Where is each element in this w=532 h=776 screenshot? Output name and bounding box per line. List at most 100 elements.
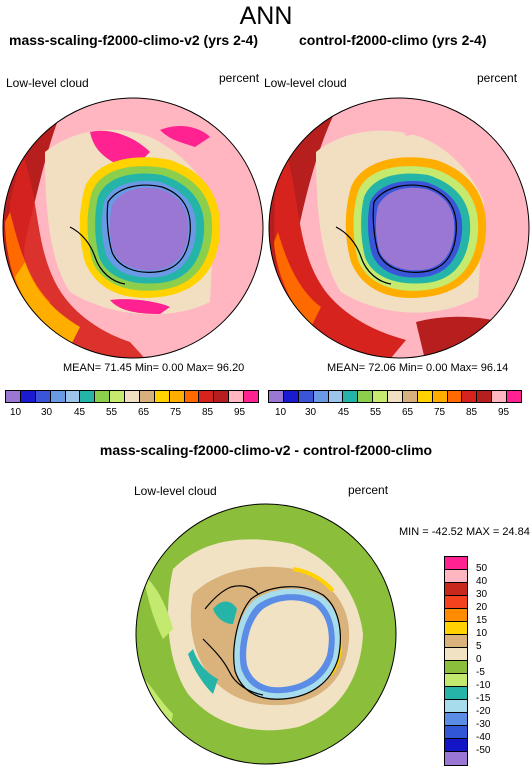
colorbar-tick-label: 30	[41, 407, 53, 418]
colorbar-tick-label: -30	[476, 719, 491, 730]
colorbar-swatch	[445, 713, 467, 726]
main-title: ANN	[239, 2, 293, 30]
colorbar-swatch	[445, 557, 467, 570]
colorbar-tick-label: 95	[234, 407, 246, 418]
colorbar-swatch	[199, 391, 215, 402]
colorbar-swatch	[445, 609, 467, 622]
colorbar-swatch	[445, 596, 467, 609]
colorbar-swatch	[445, 648, 467, 661]
colorbar-swatch	[229, 391, 244, 402]
polar-map-difference	[135, 503, 397, 765]
colorbar-swatch	[445, 739, 467, 752]
colorbar-tick-label: 45	[74, 407, 86, 418]
colorbar-tick-label: 10	[476, 628, 488, 639]
colorbar-swatch	[373, 391, 388, 402]
colorbar-swatch	[80, 391, 96, 402]
colorbar-swatch	[445, 726, 467, 739]
colorbar-tick-label: 10	[10, 407, 22, 418]
colorbar-tick-label: 95	[498, 407, 510, 418]
colorbar-swatch	[358, 391, 374, 402]
colorbar-swatch	[95, 391, 111, 402]
colorbar-swatch	[445, 661, 467, 674]
colorbar-tick-label: 0	[476, 654, 482, 665]
colorbar-swatch	[35, 391, 51, 402]
panel-variable-control: Low-level cloud	[264, 76, 347, 90]
colorbar-tick-label: 75	[170, 407, 182, 418]
colorbar-swatch	[432, 391, 448, 402]
colorbar-difference	[444, 556, 468, 766]
colorbar-swatch	[125, 391, 140, 402]
colorbar-swatch	[417, 391, 433, 402]
panel-stats-control: MEAN= 72.06 Min= 0.00 Max= 96.14	[327, 362, 509, 374]
colorbar-tick-label: 45	[338, 407, 350, 418]
colorbar-control	[268, 390, 522, 403]
colorbar-tick-label: 30	[305, 407, 317, 418]
colorbar-tick-label: 85	[202, 407, 214, 418]
colorbar-swatch	[492, 391, 507, 402]
colorbar-tick-label: 55	[370, 407, 382, 418]
colorbar-swatch	[244, 391, 258, 402]
colorbar-swatch	[214, 391, 230, 402]
colorbar-swatch	[388, 391, 403, 402]
colorbar-swatch	[445, 635, 467, 648]
colorbar-swatch	[477, 391, 493, 402]
colorbar-swatch	[447, 391, 463, 402]
colorbar-swatch	[283, 391, 299, 402]
colorbar-tick-labels: 10 30 45 55 65 75 85 95 10 30 45 55 65 75 85 95	[0, 407, 532, 421]
colorbar-tick-label: 55	[106, 407, 118, 418]
colorbar-swatch	[110, 391, 125, 402]
colorbar-swatch	[507, 391, 521, 402]
colorbar-model	[5, 390, 259, 403]
diff-title: mass-scaling-f2000-climo-v2 - control-f2…	[99, 442, 433, 458]
colorbar-tick-label: -40	[476, 732, 491, 743]
diff-units: percent	[348, 483, 389, 497]
panel-title-model: mass-scaling-f2000-climo-v2 (yrs 2-4)	[9, 32, 258, 48]
colorbar-swatch	[462, 391, 478, 402]
colorbar-swatch	[169, 391, 185, 402]
colorbar-swatch	[445, 687, 467, 700]
colorbar-swatch	[298, 391, 314, 402]
colorbar-tick-label: -50	[476, 745, 491, 756]
colorbar-swatch	[20, 391, 36, 402]
colorbar-tick-label: -20	[476, 706, 491, 717]
colorbar-tick-label: 20	[476, 602, 488, 613]
colorbar-swatch	[445, 570, 467, 583]
colorbar-difference-labels: 50 40 30 20 15 10 5 0 -5 -10 -15 -20 -30 -40 -50	[472, 556, 522, 776]
colorbar-tick-label: 10	[275, 407, 287, 418]
colorbar-tick-label: 65	[402, 407, 414, 418]
colorbar-tick-label: 85	[466, 407, 478, 418]
colorbar-tick-label: 65	[138, 407, 150, 418]
colorbar-tick-label: 50	[476, 563, 488, 574]
colorbar-swatch	[184, 391, 200, 402]
colorbar-swatch	[445, 752, 467, 765]
colorbar-swatch	[6, 391, 21, 402]
panel-variable-model: Low-level cloud	[6, 76, 89, 90]
diff-variable: Low-level cloud	[134, 484, 217, 498]
colorbar-swatch	[445, 622, 467, 635]
colorbar-swatch	[313, 391, 329, 402]
colorbar-swatch	[139, 391, 155, 402]
colorbar-swatch	[445, 674, 467, 687]
panel-units-model: percent	[219, 71, 260, 85]
colorbar-swatch	[402, 391, 418, 402]
colorbar-tick-label: 15	[476, 615, 488, 626]
colorbar-tick-label: 5	[476, 641, 482, 652]
colorbar-swatch	[65, 391, 81, 402]
colorbar-tick-label: 40	[476, 576, 488, 587]
colorbar-tick-label: -5	[476, 667, 485, 678]
colorbar-swatch	[343, 391, 359, 402]
colorbar-tick-label: 75	[434, 407, 446, 418]
panel-stats-model: MEAN= 71.45 Min= 0.00 Max= 96.20	[63, 362, 245, 374]
colorbar-swatch	[328, 391, 344, 402]
panel-title-control: control-f2000-climo (yrs 2-4)	[299, 32, 487, 48]
colorbar-swatch	[445, 583, 467, 596]
panel-units-control: percent	[477, 71, 518, 85]
polar-map-model	[2, 97, 264, 359]
colorbar-swatch	[269, 391, 284, 402]
colorbar-tick-label: 30	[476, 589, 488, 600]
colorbar-swatch	[445, 700, 467, 713]
colorbar-swatch	[50, 391, 66, 402]
diff-stats: MIN = -42.52 MAX = 24.84	[399, 526, 530, 538]
colorbar-tick-label: -10	[476, 680, 491, 691]
colorbar-swatch	[154, 391, 170, 402]
